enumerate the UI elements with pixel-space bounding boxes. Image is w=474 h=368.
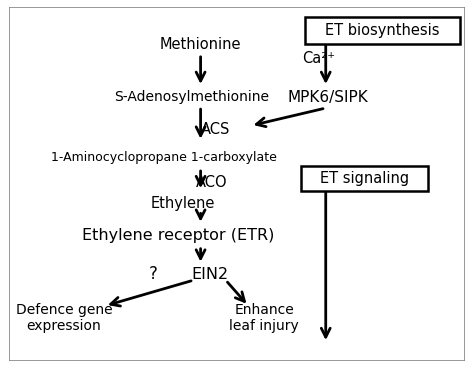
Text: EIN2: EIN2 — [191, 266, 228, 282]
Text: Ethylene receptor (ETR): Ethylene receptor (ETR) — [82, 228, 274, 243]
Text: Ethylene: Ethylene — [150, 196, 215, 211]
FancyBboxPatch shape — [305, 17, 460, 43]
Text: ACS: ACS — [201, 122, 230, 137]
FancyBboxPatch shape — [301, 166, 428, 191]
Text: Ca²⁺: Ca²⁺ — [302, 51, 336, 66]
Text: Defence gene
expression: Defence gene expression — [16, 303, 112, 333]
Text: ACO: ACO — [196, 175, 228, 190]
Text: MPK6/SIPK: MPK6/SIPK — [288, 90, 368, 105]
Text: Methionine: Methionine — [160, 37, 241, 52]
Text: Enhance
leaf injury: Enhance leaf injury — [229, 303, 299, 333]
Text: ET signaling: ET signaling — [320, 171, 409, 186]
Text: ?: ? — [148, 265, 157, 283]
Text: ET biosynthesis: ET biosynthesis — [325, 23, 440, 38]
Text: S-Adenosylmethionine: S-Adenosylmethionine — [114, 91, 269, 105]
Text: 1-Aminocyclopropane 1-carboxylate: 1-Aminocyclopropane 1-carboxylate — [51, 151, 277, 164]
